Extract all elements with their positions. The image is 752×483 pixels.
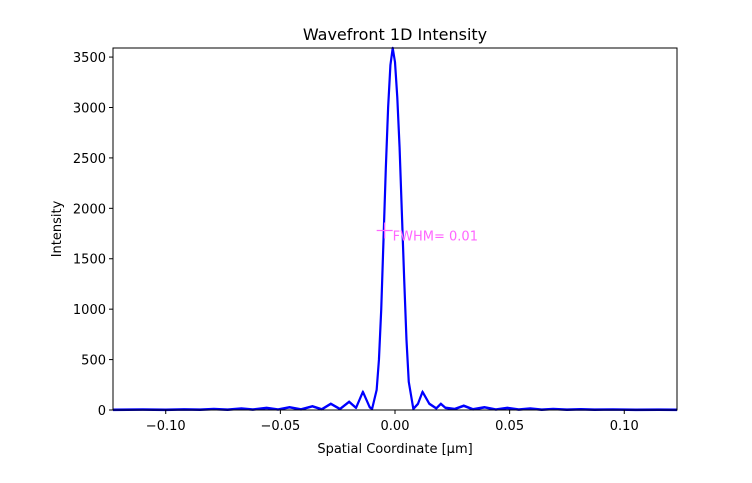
- y-tick-label: 1000: [73, 303, 106, 318]
- x-tick-label: −0.05: [260, 419, 300, 434]
- fwhm-annotation: FWHM= 0.01: [393, 230, 478, 245]
- x-axis-label: Spatial Coordinate [μm]: [317, 442, 472, 457]
- x-tick-label: 0.05: [495, 419, 524, 434]
- chart-title: Wavefront 1D Intensity: [303, 25, 487, 44]
- y-tick-label: 2500: [73, 152, 106, 167]
- series-line-0-overlay: [112, 46, 678, 410]
- x-tick-label: 0.10: [610, 419, 639, 434]
- x-tick-label: −0.10: [146, 419, 186, 434]
- y-axis-label: Intensity: [50, 200, 65, 257]
- y-tick-label: 1500: [73, 253, 106, 268]
- x-axis-ticks: −0.10 −0.05 0.00 0.05 0.10: [146, 410, 639, 434]
- x-tick-label: 0.00: [381, 419, 410, 434]
- y-axis-ticks: 0 500 1000 1500 2000 2500 3000 3500: [73, 51, 113, 419]
- y-tick-label: 3500: [73, 51, 106, 66]
- y-tick-label: 2000: [73, 202, 106, 217]
- y-tick-label: 0: [98, 404, 106, 419]
- y-tick-label: 500: [81, 354, 106, 369]
- y-tick-label: 3000: [73, 101, 106, 116]
- annotation-layer: FWHM= 0.01: [376, 222, 478, 245]
